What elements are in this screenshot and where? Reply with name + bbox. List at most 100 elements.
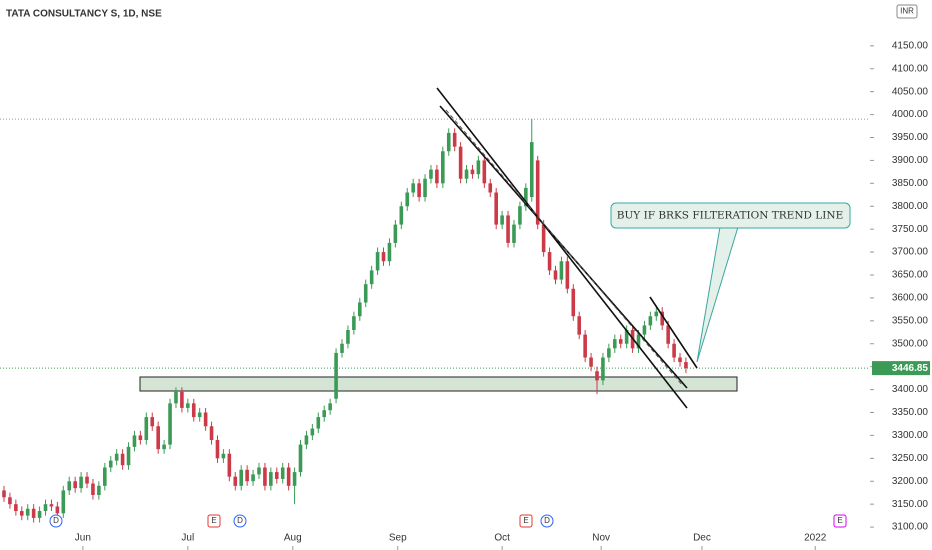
candle-body: [518, 206, 522, 225]
candle-body: [500, 215, 504, 225]
candle-body: [25, 508, 30, 516]
candle-body: [559, 261, 564, 280]
candle-body: [624, 330, 629, 344]
candle-body: [601, 357, 605, 381]
y-tick-label: 3650.00: [892, 270, 929, 281]
candle-body: [49, 504, 54, 507]
candle-body: [97, 485, 101, 495]
candle-body: [358, 302, 362, 317]
candle-body: [85, 476, 89, 484]
y-tick-label: 3700.00: [892, 247, 929, 258]
candle-body: [19, 511, 24, 516]
candle-body: [666, 325, 670, 344]
candle-body: [352, 316, 356, 330]
y-tick-label: 3850.00: [892, 178, 929, 189]
candle-body: [286, 467, 291, 486]
candle-body: [446, 132, 451, 152]
candle-body: [571, 288, 576, 317]
y-tick-label: 3200.00: [892, 476, 929, 487]
candle-body: [191, 403, 196, 418]
trend-line: [436, 87, 688, 409]
y-tick-label: 3900.00: [892, 155, 929, 166]
candle-body: [310, 428, 315, 436]
candle-body: [334, 352, 338, 399]
candle-body: [363, 284, 368, 303]
candle-body: [263, 467, 267, 486]
candle-body: [441, 151, 445, 184]
y-tick-label: 4050.00: [892, 86, 929, 97]
event-icon[interactable]: [519, 514, 533, 528]
event-icon[interactable]: [833, 514, 847, 528]
candle-body: [108, 460, 113, 468]
event-icon[interactable]: [233, 514, 247, 528]
y-tick-label: 4150.00: [892, 40, 929, 51]
event-label: D: [544, 516, 550, 525]
candle-body: [512, 224, 516, 243]
event-label: E: [211, 516, 216, 525]
candle-body: [642, 325, 647, 335]
candle-body: [672, 343, 676, 358]
callout-box: [610, 202, 851, 229]
candle-body: [280, 467, 285, 479]
last-price-tag: [872, 361, 930, 376]
candle-body: [55, 506, 60, 514]
candle-body: [393, 224, 398, 243]
y-tick-label: 3550.00: [892, 315, 929, 326]
candle-body: [612, 339, 617, 349]
candle-body: [322, 410, 327, 418]
candle-body: [340, 343, 344, 353]
candle-body: [535, 160, 540, 225]
candle-body: [292, 472, 297, 486]
candle-body: [458, 146, 463, 179]
candle-body: [589, 357, 593, 367]
candle-body: [547, 252, 552, 271]
candle-body: [67, 481, 72, 491]
candle-body: [524, 187, 528, 207]
candle-body: [304, 435, 309, 445]
trend-line: [439, 105, 688, 389]
candle-body: [126, 446, 131, 466]
currency: INR: [900, 7, 914, 16]
event-label: D: [237, 516, 243, 525]
event-icon[interactable]: [49, 514, 63, 528]
x-tick-label: Aug: [284, 533, 302, 544]
candle-body: [14, 504, 18, 512]
event-icon[interactable]: [207, 514, 221, 528]
y-tick-label: 3750.00: [892, 224, 929, 235]
candle-body: [227, 453, 232, 477]
candle-body: [103, 467, 107, 486]
event-markers: D E D E D E: [49, 514, 847, 528]
y-tick-label: 3500.00: [892, 338, 929, 349]
candle-body: [168, 403, 172, 445]
event-label: E: [523, 516, 528, 525]
candle-body: [43, 504, 48, 512]
candle-body: [31, 508, 36, 518]
chart-title: TATA CONSULTANCY S, 1D, NSE: [6, 9, 162, 20]
x-tick-label: Jul: [181, 533, 194, 544]
candles: [2, 119, 688, 523]
candle-body: [91, 483, 95, 495]
candle-body: [61, 490, 66, 514]
candle-body: [257, 467, 261, 475]
candle-body: [233, 476, 238, 486]
axes: 3100.00 3150.00 3200.00 3250.00 3300.00 3350.…: [75, 40, 930, 550]
candle-body: [73, 481, 77, 489]
last-price-label: 3446.85: [892, 363, 929, 374]
candle-body: [607, 348, 611, 358]
candle-body: [381, 252, 386, 262]
annotation: BUY IF BRKS FILTERATION TREND LINE: [617, 210, 844, 222]
candle-body: [529, 142, 534, 198]
candle-body: [435, 169, 439, 184]
candle-body: [245, 469, 249, 482]
event-icon[interactable]: [540, 514, 554, 528]
grid: [0, 118, 870, 369]
candle-body: [541, 224, 546, 253]
channel-mid-line: [445, 109, 684, 387]
candle-body: [476, 160, 481, 175]
candle-body: [251, 474, 255, 482]
candle-body: [684, 362, 688, 369]
candle-body: [180, 391, 184, 408]
candle-body: [186, 403, 190, 408]
candle-body: [174, 391, 178, 404]
